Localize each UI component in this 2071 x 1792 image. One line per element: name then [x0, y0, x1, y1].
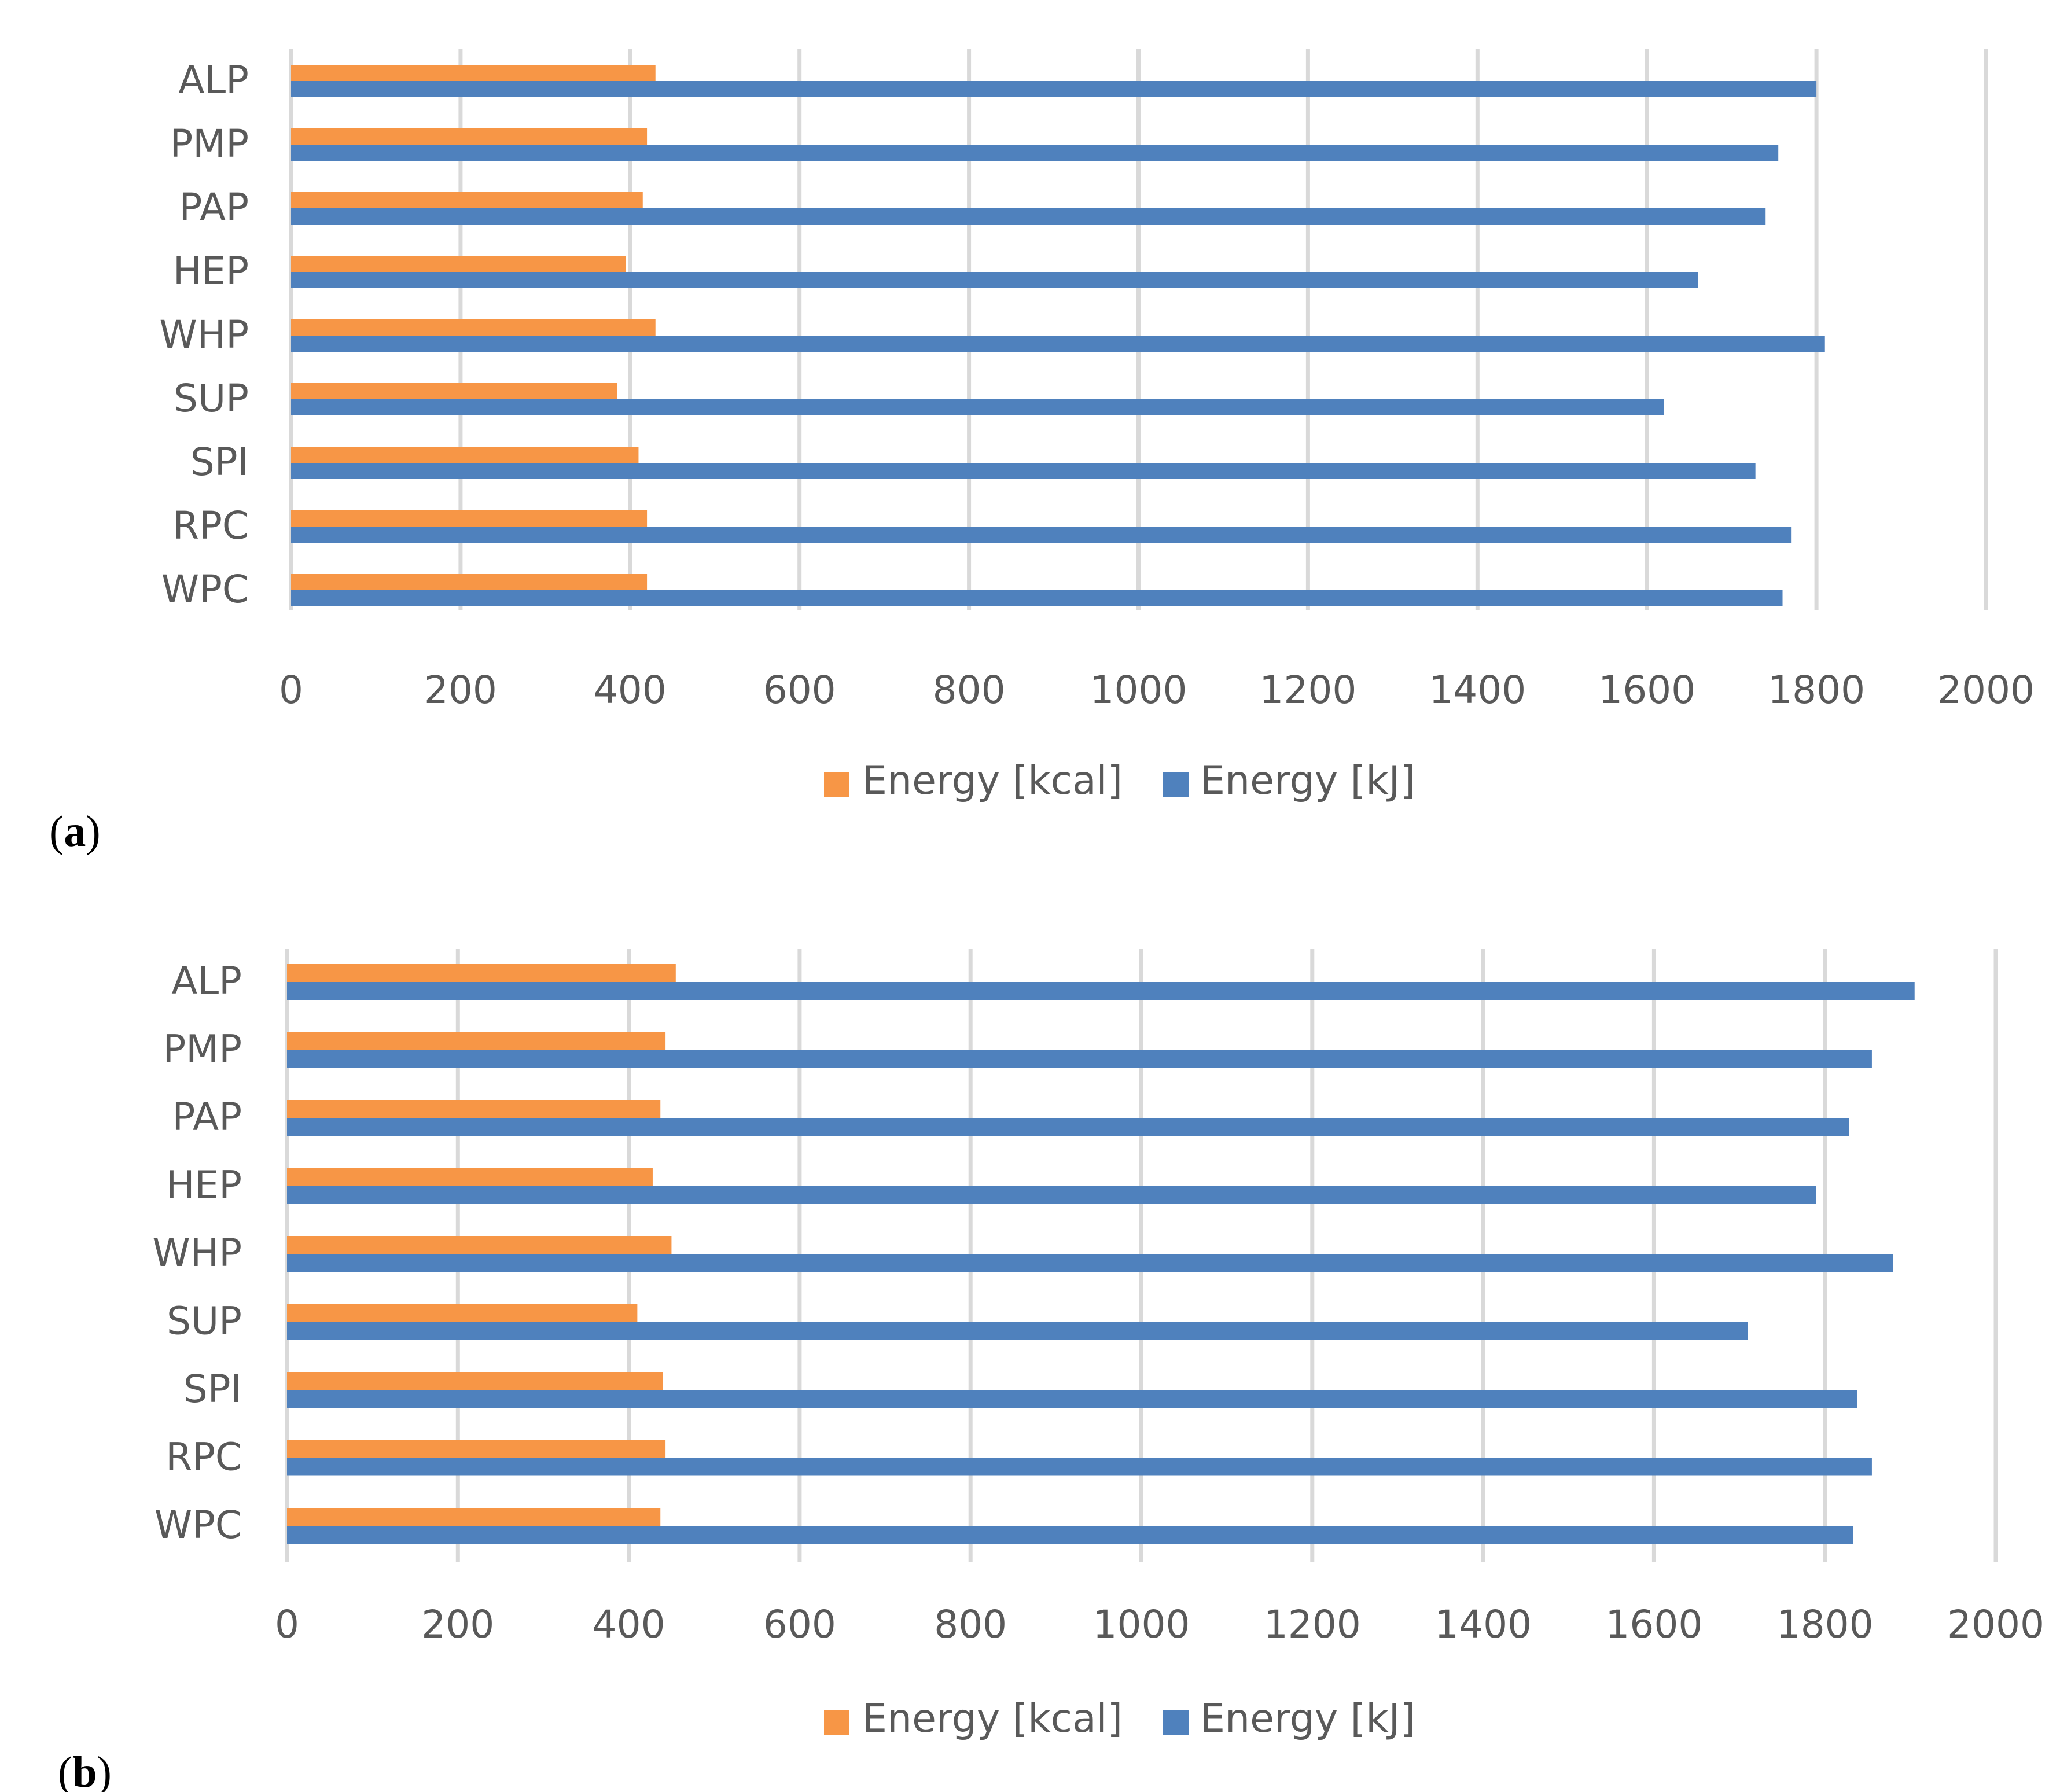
x-tick-label-b-3: 600	[763, 1602, 836, 1647]
x-tick-label-b-10: 2000	[1947, 1602, 2044, 1647]
x-tick-label-a-7: 1400	[1429, 668, 1526, 712]
category-label-a-7: RPC	[172, 503, 249, 548]
panel-label-close-b: )	[97, 1748, 112, 1792]
bar-b-kcal-spi	[287, 1372, 663, 1390]
category-label-b-0: ALP	[171, 959, 242, 1003]
category-label-b-2: PAP	[172, 1095, 242, 1139]
x-tick-label-b-7: 1400	[1434, 1602, 1532, 1647]
bar-b-kcal-sup	[287, 1304, 638, 1322]
x-tick-label-b-1: 200	[421, 1602, 494, 1647]
category-label-a-8: WPC	[161, 567, 249, 612]
panel-label-close-a: )	[86, 807, 100, 856]
x-tick-label-b-8: 1600	[1605, 1602, 1702, 1647]
bar-a-kj-wpc	[291, 590, 1783, 606]
x-tick-label-a-6: 1200	[1259, 668, 1356, 712]
category-label-b-8: WPC	[155, 1503, 242, 1547]
bar-a-kj-hep	[291, 272, 1698, 288]
category-label-a-5: SUP	[174, 376, 249, 421]
category-label-a-4: WHP	[159, 312, 249, 357]
bar-b-kcal-hep	[287, 1168, 653, 1186]
bar-a-kcal-pap	[291, 192, 643, 208]
bar-b-kcal-wpc	[287, 1508, 661, 1526]
x-tick-label-b-2: 400	[593, 1602, 665, 1647]
x-tick-label-a-9: 1800	[1768, 668, 1865, 712]
legend-label-a-kcal: Energy [kcal]	[862, 758, 1123, 804]
category-label-b-4: WHP	[152, 1231, 242, 1275]
bar-a-kcal-rpc	[291, 510, 648, 527]
x-tick-label-a-3: 600	[763, 668, 836, 712]
bar-a-kcal-hep	[291, 256, 626, 272]
x-tick-label-b-5: 1000	[1093, 1602, 1190, 1647]
bar-a-kj-spi	[291, 463, 1756, 479]
category-label-a-2: PAP	[179, 185, 249, 230]
panel-label-a: (a)	[49, 807, 101, 856]
x-tick-label-a-4: 800	[933, 668, 1006, 712]
bar-b-kcal-pmp	[287, 1032, 666, 1050]
x-tick-label-b-6: 1200	[1264, 1602, 1361, 1647]
category-label-a-6: SPI	[190, 440, 249, 484]
x-tick-label-a-8: 1600	[1598, 668, 1695, 712]
legend-label-a-kj: Energy [kJ]	[1200, 758, 1415, 804]
bar-a-kcal-whp	[291, 319, 656, 336]
category-label-b-7: RPC	[165, 1435, 242, 1480]
panel-label-b: (b)	[58, 1748, 112, 1792]
bar-a-kcal-spi	[291, 447, 639, 463]
chart-panel-b: 0 200 400 600 800 1000 1200 1400 1600 1800 2000 ALP…	[58, 949, 2044, 1792]
x-tick-label-a-10: 2000	[1937, 668, 2035, 712]
x-tick-label-b-4: 800	[934, 1602, 1007, 1647]
x-tick-label-a-1: 200	[424, 668, 497, 712]
legend-label-b-kcal: Energy [kcal]	[862, 1696, 1123, 1742]
x-tick-label-b-9: 1800	[1776, 1602, 1874, 1647]
legend-swatch-a-kj	[1163, 772, 1189, 797]
bar-a-kcal-sup	[291, 383, 617, 399]
bar-a-kcal-pmp	[291, 128, 648, 145]
category-label-b-6: SPI	[183, 1367, 242, 1411]
bar-b-kj-sup	[287, 1322, 1748, 1340]
bar-a-kj-rpc	[291, 527, 1792, 543]
category-label-b-1: PMP	[163, 1027, 242, 1072]
bar-b-kj-hep	[287, 1186, 1816, 1204]
bar-b-kj-whp	[287, 1254, 1893, 1272]
x-tick-label-a-2: 400	[594, 668, 667, 712]
bar-a-kj-pap	[291, 208, 1766, 225]
bar-b-kj-pmp	[287, 1050, 1872, 1068]
bar-a-kj-pmp	[291, 145, 1779, 161]
category-label-a-3: HEP	[173, 249, 249, 293]
bar-b-kcal-pap	[287, 1100, 661, 1118]
panel-label-letter-b: b	[72, 1748, 97, 1792]
bar-b-kj-spi	[287, 1390, 1857, 1408]
bar-a-kcal-alp	[291, 65, 656, 81]
bar-a-kcal-wpc	[291, 574, 648, 590]
category-label-a-0: ALP	[178, 58, 249, 102]
category-label-b-5: SUP	[167, 1299, 242, 1344]
panel-label-open-a: (	[49, 807, 64, 856]
bar-b-kcal-whp	[287, 1236, 672, 1254]
bar-a-kj-alp	[291, 81, 1817, 97]
bar-b-kj-alp	[287, 982, 1915, 1000]
x-tick-label-b-0: 0	[275, 1602, 299, 1647]
bar-b-kj-pap	[287, 1118, 1849, 1136]
bar-b-kj-rpc	[287, 1458, 1872, 1476]
category-label-a-1: PMP	[170, 122, 249, 166]
panel-label-letter-a: a	[64, 807, 86, 856]
bar-b-kcal-rpc	[287, 1440, 666, 1458]
bar-b-kcal-alp	[287, 964, 676, 982]
legend-label-b-kj: Energy [kJ]	[1200, 1696, 1415, 1742]
legend-swatch-a-kcal	[824, 772, 849, 797]
bar-b-kj-wpc	[287, 1526, 1853, 1544]
x-tick-label-a-5: 1000	[1090, 668, 1187, 712]
chart-panel-a: 0 200 400 600 800 1000 1200 1400 1600 1800 2000 ALP…	[49, 49, 2035, 856]
legend-swatch-b-kcal	[824, 1710, 849, 1735]
panel-label-open-b: (	[58, 1748, 72, 1792]
bar-a-kj-sup	[291, 399, 1664, 415]
bar-a-kj-whp	[291, 336, 1825, 352]
category-label-b-3: HEP	[166, 1163, 242, 1208]
x-tick-label-a-0: 0	[279, 668, 303, 712]
legend-swatch-b-kj	[1163, 1710, 1189, 1735]
